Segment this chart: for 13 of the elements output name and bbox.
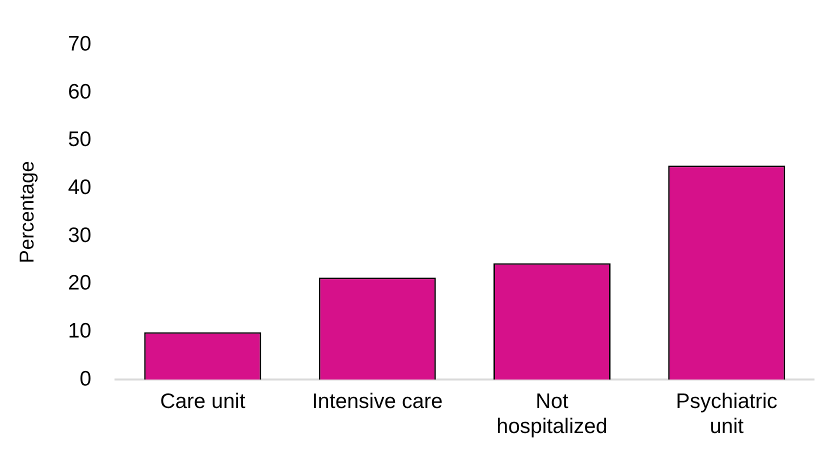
y-tick-label: 70 <box>68 32 92 56</box>
x-tick-label: Intensive care <box>312 390 443 413</box>
y-tick-label: 50 <box>68 128 92 152</box>
y-tick-label: 10 <box>68 320 92 343</box>
y-tick-label: 30 <box>68 224 92 247</box>
y-tick-label: 20 <box>68 272 92 295</box>
x-tick-label: Care unit <box>160 390 246 413</box>
x-tick-label: Not hospitalized <box>496 390 608 438</box>
y-axis-title: Percentage <box>16 160 39 264</box>
x-tick-label: Psychiatric unit <box>676 390 778 438</box>
y-tick-label: 0 <box>80 367 92 390</box>
y-tick-label: 60 <box>68 80 92 104</box>
y-tick-label: 40 <box>68 176 92 199</box>
